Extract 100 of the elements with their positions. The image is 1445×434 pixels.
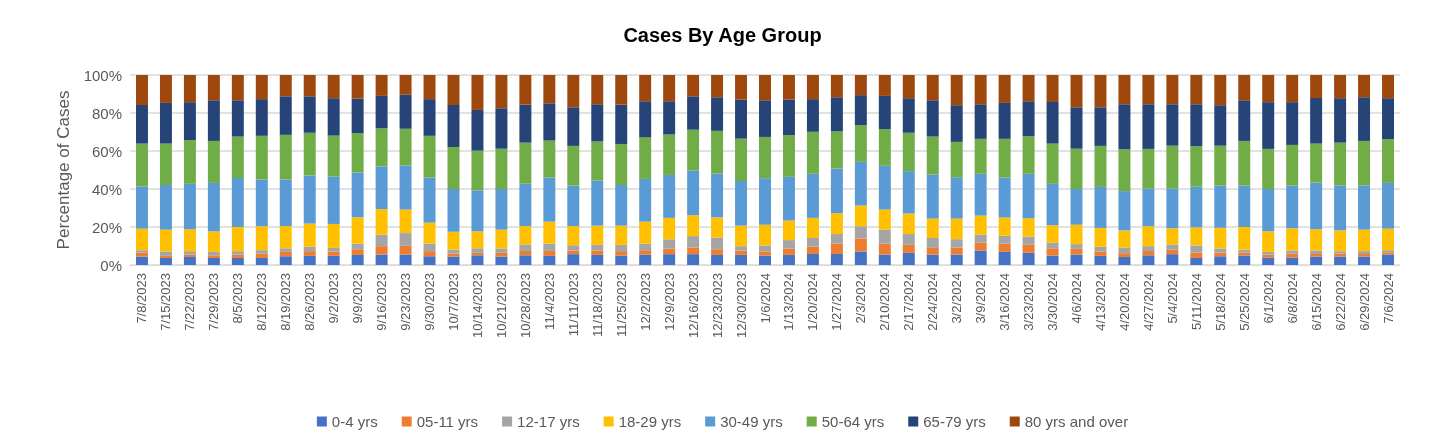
bar bbox=[854, 161, 867, 206]
bar bbox=[1094, 145, 1107, 187]
bar bbox=[279, 248, 292, 252]
bar bbox=[495, 148, 508, 189]
bar bbox=[255, 257, 268, 265]
bar bbox=[1190, 186, 1203, 228]
bar bbox=[1238, 75, 1251, 101]
bar bbox=[974, 173, 987, 216]
bar bbox=[974, 234, 987, 243]
bar bbox=[1238, 255, 1251, 265]
bar bbox=[1142, 255, 1155, 265]
x-tick-label: 9/2/2023 bbox=[326, 273, 342, 324]
bar bbox=[375, 75, 388, 96]
bar bbox=[399, 94, 412, 129]
bar bbox=[878, 75, 891, 96]
bar bbox=[1286, 250, 1299, 254]
bar bbox=[854, 125, 867, 162]
bar bbox=[495, 108, 508, 149]
bar bbox=[687, 96, 700, 130]
bar bbox=[1022, 252, 1035, 265]
bar bbox=[1190, 257, 1203, 265]
x-tick-label: 1/6/2024 bbox=[757, 273, 773, 324]
bar bbox=[447, 253, 460, 257]
x-tick-label: 5/25/2024 bbox=[1236, 273, 1252, 331]
bar bbox=[830, 168, 843, 214]
bar bbox=[1046, 255, 1059, 265]
bar bbox=[759, 136, 771, 179]
bar bbox=[399, 254, 412, 265]
x-tick-label: 6/22/2024 bbox=[1332, 273, 1348, 331]
bar bbox=[830, 131, 843, 169]
legend-label: 05-11 yrs bbox=[416, 413, 479, 430]
bar bbox=[135, 228, 148, 251]
bar bbox=[591, 141, 604, 181]
x-tick-label: 11/18/2023 bbox=[589, 273, 605, 338]
bar bbox=[183, 183, 196, 230]
bar bbox=[639, 75, 652, 102]
x-tick-label: 9/30/2023 bbox=[422, 273, 438, 331]
bar bbox=[591, 250, 604, 255]
bar bbox=[1262, 148, 1275, 189]
bar bbox=[735, 75, 748, 100]
bar bbox=[1286, 257, 1299, 265]
bar bbox=[1382, 98, 1395, 140]
bar bbox=[255, 179, 268, 227]
bar bbox=[902, 213, 915, 235]
bar bbox=[615, 255, 628, 265]
bar bbox=[1334, 75, 1347, 99]
x-tick-label: 10/14/2023 bbox=[469, 273, 485, 339]
legend-label: 12-17 yrs bbox=[517, 413, 580, 430]
x-tick-label: 1/20/2024 bbox=[805, 273, 821, 331]
bar bbox=[998, 251, 1011, 265]
bar bbox=[1214, 105, 1227, 146]
bar bbox=[327, 223, 340, 248]
x-tick-label: 10/7/2023 bbox=[445, 273, 461, 331]
bar bbox=[519, 255, 532, 265]
bar bbox=[735, 181, 748, 226]
bar bbox=[399, 75, 412, 95]
bar bbox=[806, 99, 819, 132]
bar bbox=[423, 177, 436, 223]
bar bbox=[279, 134, 292, 180]
bar bbox=[207, 140, 220, 183]
bar bbox=[782, 220, 795, 241]
bar bbox=[1238, 100, 1251, 141]
bar bbox=[231, 257, 244, 265]
bar bbox=[303, 96, 316, 133]
bar bbox=[1334, 98, 1347, 143]
bar bbox=[399, 128, 412, 166]
bar bbox=[711, 249, 724, 255]
bar bbox=[950, 141, 963, 178]
bar bbox=[567, 226, 580, 246]
bar bbox=[974, 250, 987, 265]
bar bbox=[926, 174, 939, 219]
bar bbox=[255, 253, 268, 258]
bar bbox=[1262, 102, 1275, 149]
bar bbox=[878, 209, 891, 230]
bar bbox=[543, 103, 556, 141]
bar bbox=[1214, 75, 1227, 106]
bar bbox=[567, 245, 580, 251]
x-tick-label: 6/15/2024 bbox=[1308, 273, 1324, 331]
bar bbox=[1094, 246, 1107, 252]
bar bbox=[423, 243, 436, 252]
bar bbox=[1262, 75, 1275, 103]
bar bbox=[375, 95, 388, 129]
bar bbox=[327, 176, 340, 224]
bar bbox=[998, 217, 1011, 236]
bar bbox=[615, 225, 628, 245]
bar bbox=[663, 134, 676, 175]
bar bbox=[159, 185, 172, 230]
bar bbox=[878, 254, 891, 265]
bar bbox=[279, 251, 292, 257]
bar bbox=[1046, 225, 1059, 243]
bar bbox=[1070, 75, 1083, 108]
bar bbox=[1214, 248, 1227, 253]
bar bbox=[782, 240, 795, 249]
x-tick-label: 5/4/2024 bbox=[1164, 273, 1180, 324]
bar bbox=[423, 251, 436, 257]
y-tick-label: 20% bbox=[91, 218, 122, 236]
bar bbox=[207, 255, 220, 258]
x-tick-label: 4/20/2024 bbox=[1116, 273, 1132, 331]
bar bbox=[1094, 255, 1107, 265]
bar bbox=[735, 99, 748, 139]
